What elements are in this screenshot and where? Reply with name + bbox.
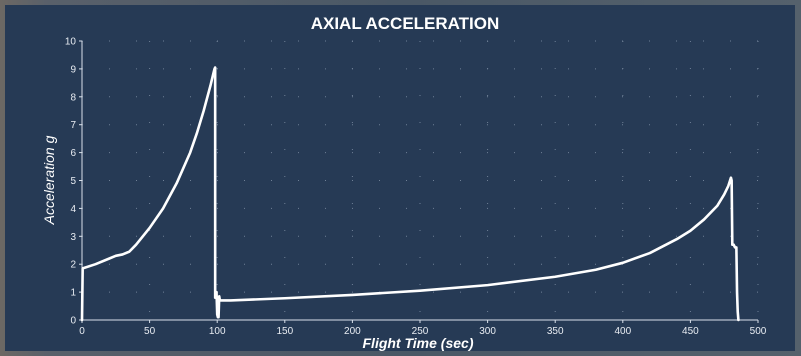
- y-tick-label: 10: [65, 37, 77, 48]
- x-tick-label: 300: [479, 326, 496, 337]
- x-axis-label: Flight Time (sec): [363, 335, 474, 351]
- x-tick-label: 500: [750, 326, 767, 337]
- y-tick-labels: 0 1 2 3 4 5 6 7 8 9 10: [65, 37, 77, 327]
- acceleration-line: [80, 66, 740, 322]
- x-tick-label: 150: [276, 326, 293, 337]
- y-axis-label: Acceleration g: [41, 135, 57, 225]
- y-tick-label: 5: [70, 176, 76, 187]
- y-tick-label: 2: [70, 260, 76, 271]
- grid: [82, 40, 759, 320]
- x-tick-label: 350: [547, 326, 564, 337]
- chart-panel: [5, 5, 795, 351]
- x-tick-label: 200: [344, 326, 361, 337]
- y-tick-label: 9: [70, 64, 76, 75]
- series: [80, 66, 740, 322]
- y-tick-label: 6: [70, 148, 76, 159]
- y-tick-label: 8: [70, 92, 76, 103]
- axes: [79, 40, 759, 323]
- x-tick-label: 50: [144, 326, 156, 337]
- x-tick-labels: 0 50 100 150 200 250 300 350 400 450 500: [79, 326, 767, 337]
- x-tick-label: 100: [209, 326, 226, 337]
- y-tick-label: 7: [70, 120, 76, 131]
- y-tick-label: 1: [70, 288, 76, 299]
- y-tick-label: 3: [70, 232, 76, 243]
- y-tick-label: 4: [70, 204, 76, 215]
- x-tick-label: 400: [614, 326, 631, 337]
- chart-title: AXIAL ACCELERATION: [311, 14, 500, 33]
- x-tick-label: 450: [682, 326, 699, 337]
- x-tick-label: 250: [412, 326, 429, 337]
- x-tick-label: 0: [79, 326, 85, 337]
- y-tick-label: 0: [70, 316, 76, 327]
